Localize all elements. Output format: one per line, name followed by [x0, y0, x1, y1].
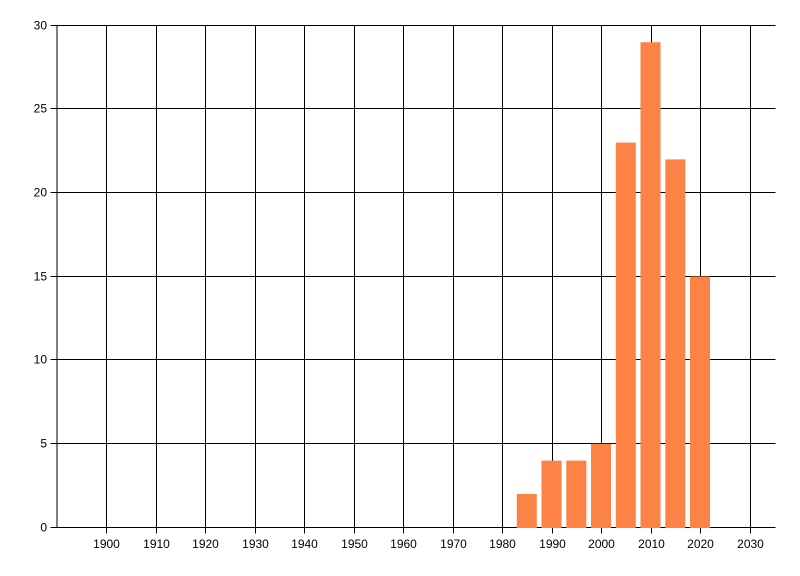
bar-1985 — [516, 494, 537, 528]
bar-2000 — [591, 443, 611, 528]
bars-layer — [516, 42, 710, 528]
y-tick-label-5: 5 — [40, 437, 47, 451]
x-tick-label-2020: 2020 — [687, 537, 714, 551]
x-tick-label-1950: 1950 — [341, 537, 368, 551]
y-tick-label-30: 30 — [34, 19, 48, 33]
x-tick-label-1910: 1910 — [143, 537, 170, 551]
bar-1990 — [541, 460, 562, 528]
axis-labels-layer: 0 5 10 15 20 25 30 1900 1910 1920 1930 1940 1950 1960… — [34, 19, 765, 552]
x-tick-label-2030: 2030 — [737, 537, 764, 551]
y-tick-label-15: 15 — [34, 270, 48, 284]
x-tick-label-1930: 1930 — [242, 537, 269, 551]
x-tick-label-1970: 1970 — [440, 537, 467, 551]
bar-2020 — [690, 276, 710, 528]
bar-2015 — [665, 159, 686, 528]
x-tick-label-1940: 1940 — [291, 537, 318, 551]
x-tick-label-1920: 1920 — [192, 537, 219, 551]
bar-2005 — [615, 142, 636, 528]
x-tick-label-1980: 1980 — [489, 537, 516, 551]
y-tick-label-25: 25 — [34, 102, 48, 116]
x-tick-label-1900: 1900 — [93, 537, 120, 551]
bar-2010 — [640, 42, 661, 528]
grid-layer — [50, 25, 776, 534]
y-tick-label-10: 10 — [34, 353, 48, 367]
x-tick-label-2000: 2000 — [588, 537, 615, 551]
y-tick-label-0: 0 — [40, 521, 47, 535]
x-tick-label-1990: 1990 — [539, 537, 566, 551]
x-tick-label-2010: 2010 — [638, 537, 665, 551]
y-tick-label-20: 20 — [34, 186, 48, 200]
x-tick-label-1960: 1960 — [390, 537, 417, 551]
bar-1995 — [566, 460, 587, 528]
